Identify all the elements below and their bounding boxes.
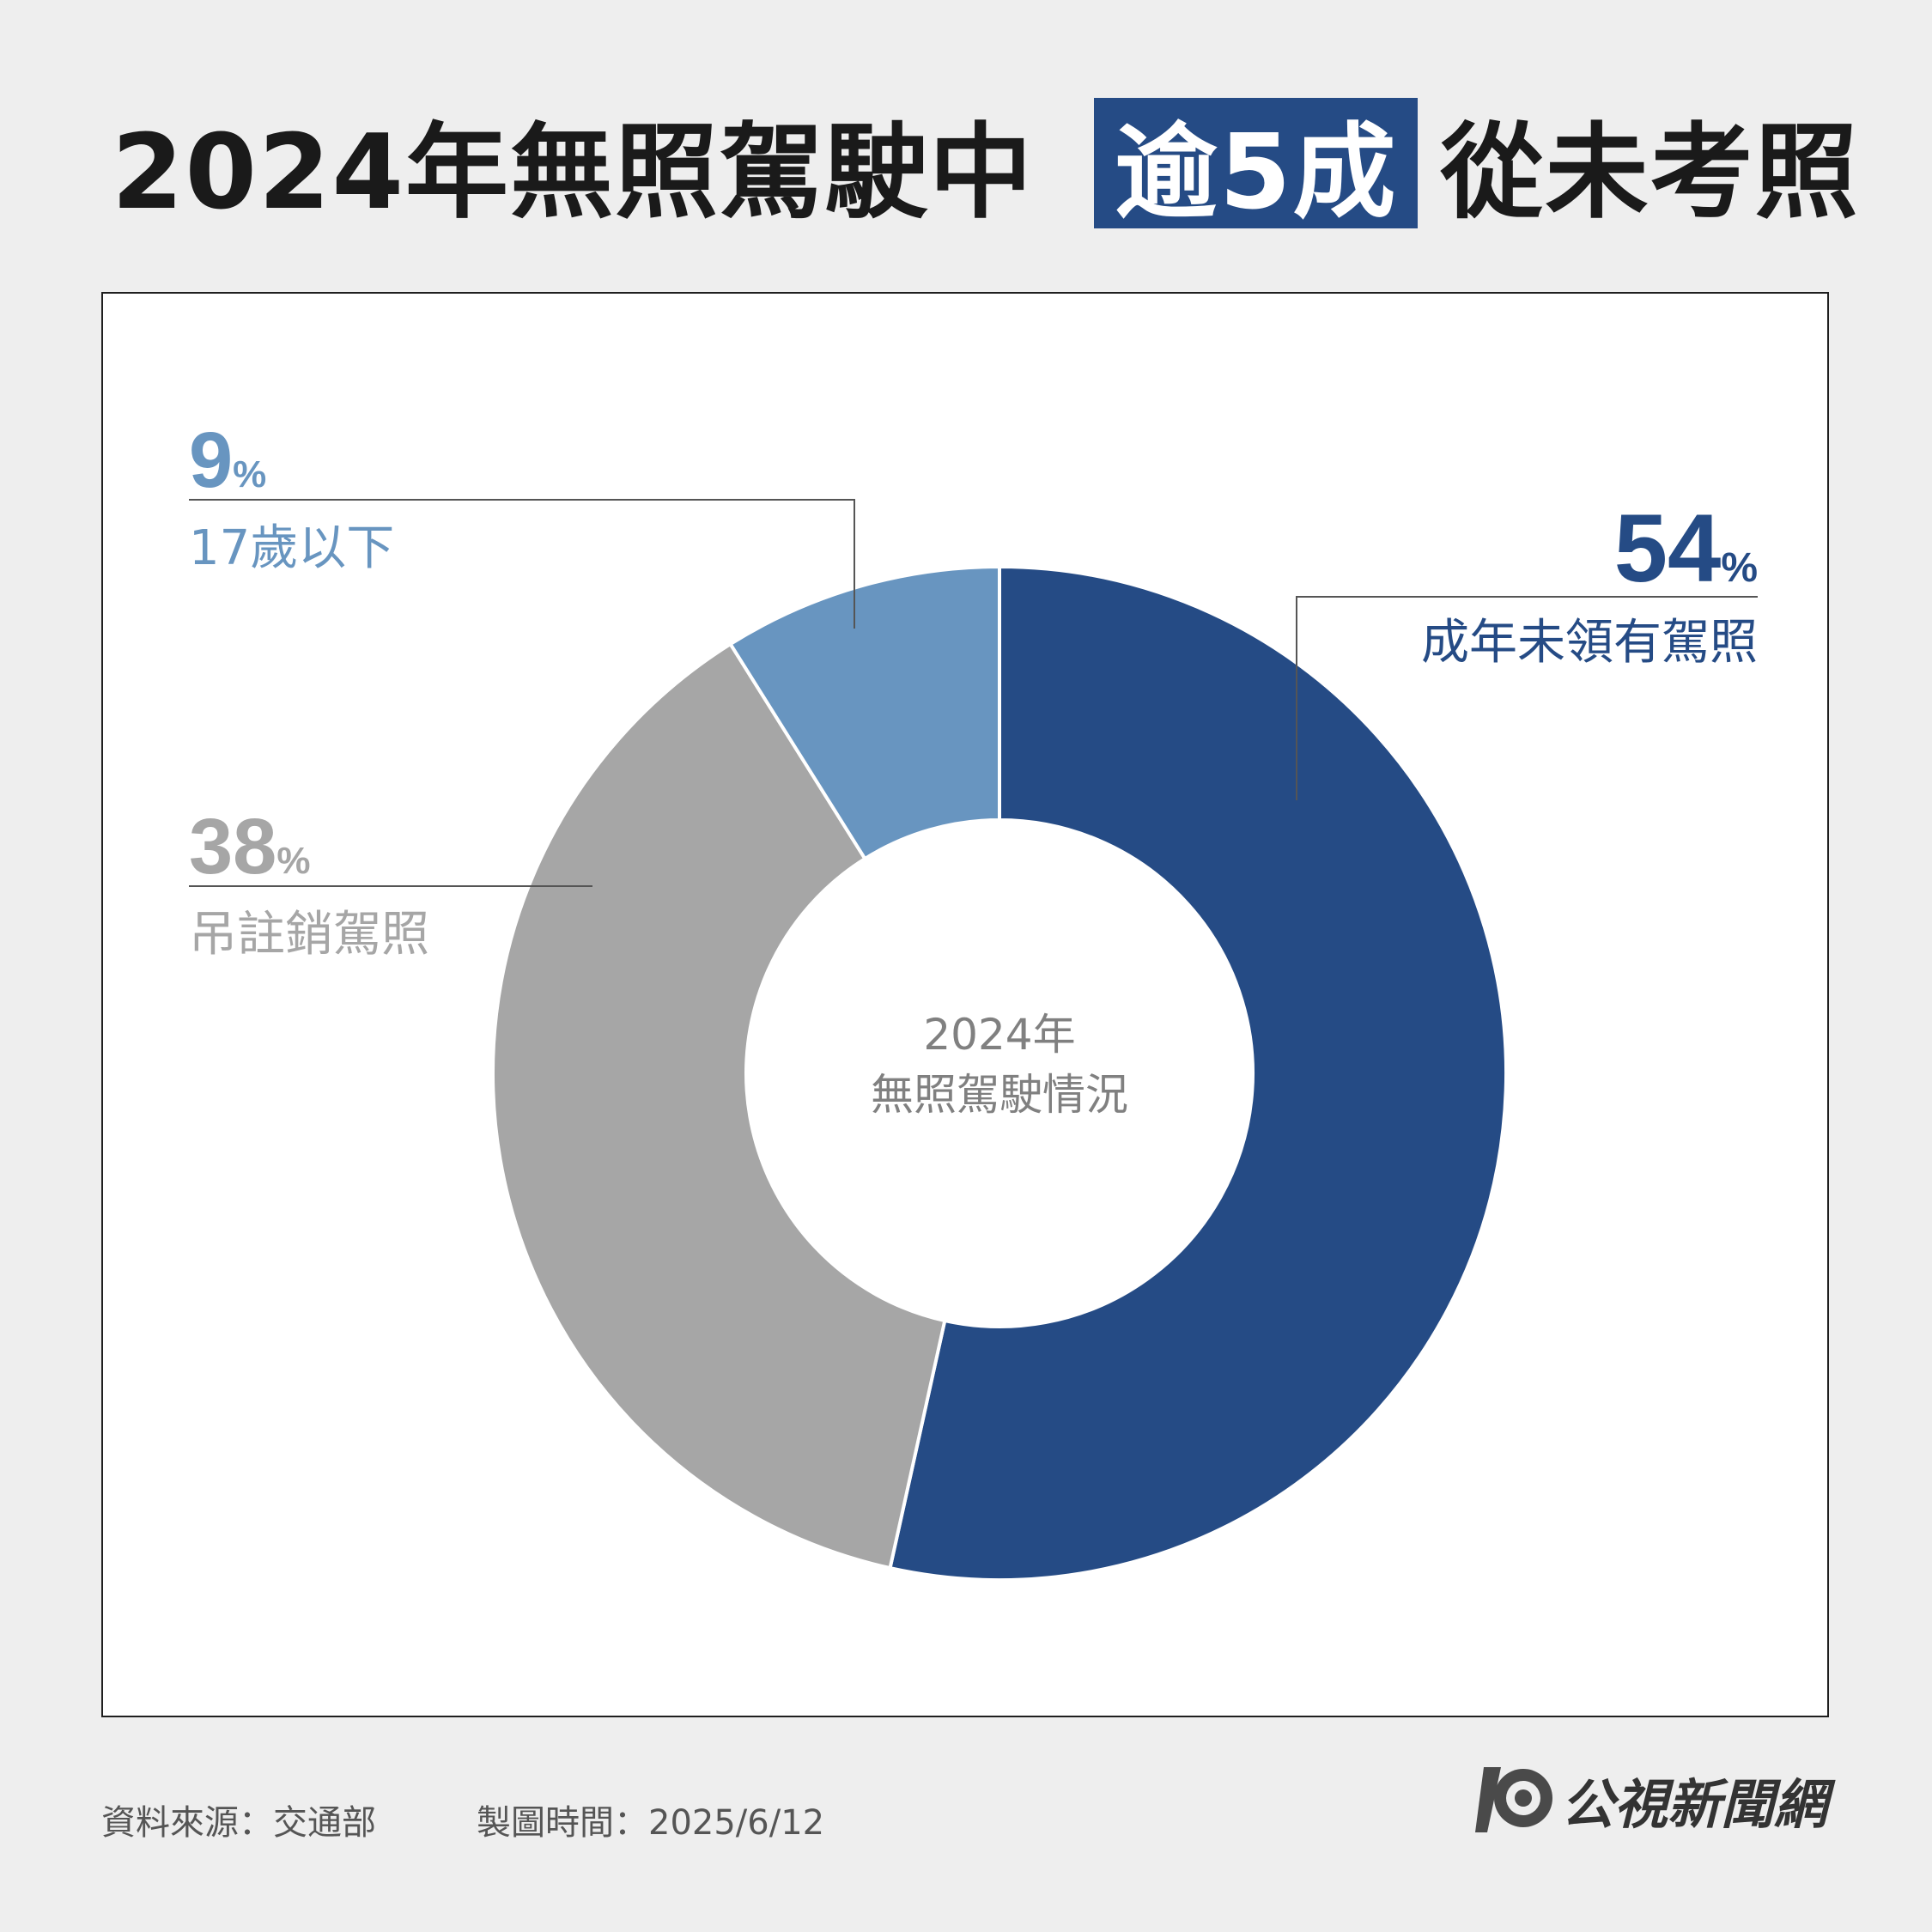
donut-chart: 54% 成年未領有駕照 38% 吊註銷駕照 9% 17歲以下 2024年 無照駕… (189, 416, 1758, 1582)
revoked-unit: % (276, 840, 310, 882)
slice-group (491, 564, 1508, 1582)
slice-revoked-license (491, 641, 947, 1571)
adult-value-label: 54% (1614, 495, 1758, 602)
revoked-value: 38 (189, 803, 276, 890)
minor-category-label: 17歲以下 (189, 520, 394, 576)
leader-lines (189, 499, 1758, 887)
page-title: 2024年無照駕駛中 逾5成 從未考照 (112, 94, 1859, 233)
minor-value-label: 9% (189, 416, 266, 504)
center-label-line1: 2024年 (923, 1010, 1075, 1060)
made-date-note: 製圖時間：2025/6/12 (477, 1803, 825, 1843)
slice-adult-no-license (888, 564, 1508, 1582)
pts-logo-icon (1475, 1767, 1552, 1832)
leader-line-adult (1296, 596, 1758, 800)
title-highlight: 逾5成 (1093, 98, 1419, 233)
chart-panel: 54% 成年未領有駕照 38% 吊註銷駕照 9% 17歲以下 2024年 無照駕… (101, 292, 1829, 1717)
adult-unit: % (1721, 545, 1758, 591)
title-part1: 2024年無照駕駛中 (112, 113, 1034, 233)
revoked-value-label: 38% (189, 803, 310, 890)
revoked-category-label: 吊註銷駕照 (189, 907, 429, 963)
minor-value: 9 (189, 416, 233, 504)
minor-unit: % (233, 453, 266, 495)
adult-value: 54 (1614, 495, 1722, 602)
slice-under-17 (727, 564, 1001, 861)
adult-category-label: 成年未領有駕照 (1421, 615, 1758, 671)
brand-name: 公視新聞網 (1561, 1773, 1828, 1836)
title-part2: 從未考照 (1440, 113, 1860, 233)
source-note: 資料來源：交通部 (101, 1803, 376, 1843)
leader-line-minor (189, 499, 855, 629)
brand-logo: 公視新聞網 (1475, 1760, 1827, 1839)
center-label-line2: 無照駕駛情況 (871, 1070, 1128, 1120)
